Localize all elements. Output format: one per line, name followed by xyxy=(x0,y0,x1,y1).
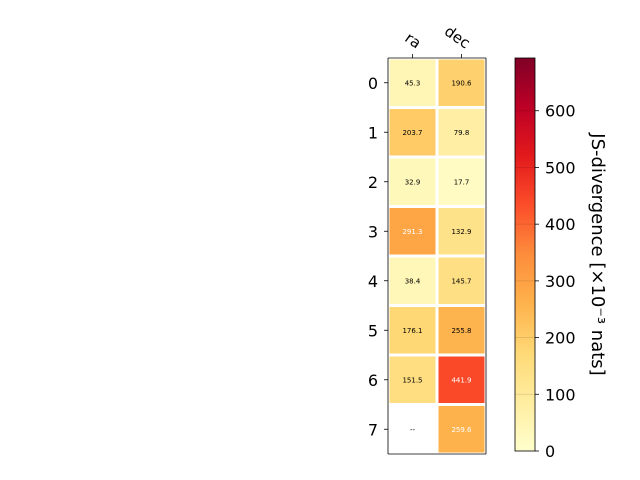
colorbar-tick-label: 200 xyxy=(545,329,576,348)
colorbar-tick-label: 500 xyxy=(545,158,576,177)
y-tick-label-7: 7 xyxy=(368,420,378,439)
y-tick-label-2: 2 xyxy=(368,173,378,192)
cell-value-label: 151.5 xyxy=(402,376,422,384)
colorbar-tick-label: 100 xyxy=(545,385,576,404)
cell-value-label: 45.3 xyxy=(405,79,421,87)
cell-value-label: 145.7 xyxy=(451,277,471,285)
y-tick-label-6: 6 xyxy=(368,371,378,390)
cell-value-label: 132.9 xyxy=(451,228,471,236)
cell-value-label: 32.9 xyxy=(405,178,421,186)
y-tick-label-1: 1 xyxy=(368,123,378,142)
heatmap-cells: 45.3 190.6 203.7 79.8 32.9 17.7 291.3 132.9 38.4… xyxy=(386,56,488,456)
cell-value-label: 441.9 xyxy=(451,376,471,384)
cell-value-label: 203.7 xyxy=(402,129,422,137)
cell-value-label: 17.7 xyxy=(454,178,470,186)
colorbar-gradient xyxy=(515,58,535,451)
colorbar: 0 100 200 300 400 500 600 JS-divergence [×10⁻³ … xyxy=(514,57,608,461)
cell-value-label: 79.8 xyxy=(454,129,470,137)
colorbar-tick-label: 600 xyxy=(545,102,576,121)
cell-value-label: 255.8 xyxy=(451,327,471,335)
heatmap-cell-dec-7 xyxy=(435,403,488,456)
x-tick-label-ra: ra xyxy=(402,29,425,53)
cell-value-label: 38.4 xyxy=(405,277,421,285)
y-tick-label-4: 4 xyxy=(368,272,378,291)
colorbar-tick-label: 0 xyxy=(545,442,555,461)
cell-value-label: -- xyxy=(410,426,416,434)
y-tick-label-0: 0 xyxy=(368,74,378,93)
heatmap-cell-dec-4 xyxy=(435,254,488,307)
colorbar-frame xyxy=(514,57,536,452)
x-tick-label-dec: dec xyxy=(441,22,473,52)
cell-value-label: 190.6 xyxy=(451,79,472,87)
cell-value-label: 259.6 xyxy=(451,426,472,434)
cell-value-label: 291.3 xyxy=(402,228,422,236)
y-tick-label-3: 3 xyxy=(368,222,378,241)
y-tick-label-5: 5 xyxy=(368,321,378,340)
heatmap-cell-dec-3 xyxy=(435,205,488,258)
colorbar-tick-label: 400 xyxy=(545,215,576,234)
cell-value-label: 176.1 xyxy=(402,327,422,335)
colorbar-label: JS-divergence [×10⁻³ nats] xyxy=(587,132,608,375)
colorbar-tick-label: 300 xyxy=(545,272,576,291)
